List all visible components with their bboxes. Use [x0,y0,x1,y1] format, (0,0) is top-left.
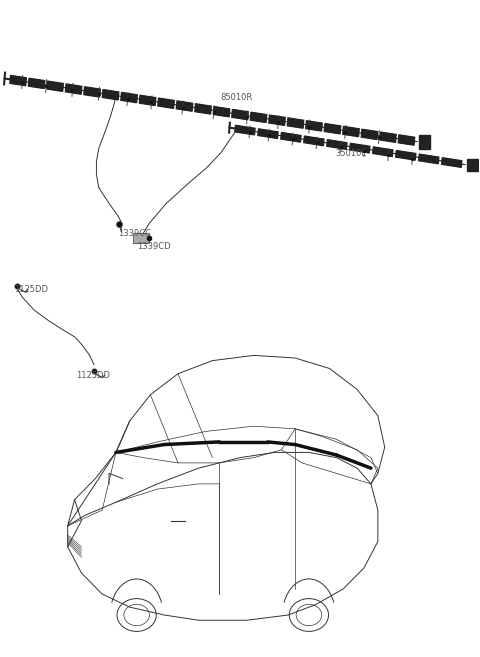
Polygon shape [251,112,267,122]
Text: 1125DD: 1125DD [14,284,48,294]
Polygon shape [327,140,347,149]
Polygon shape [158,98,174,108]
Polygon shape [102,89,119,100]
Polygon shape [324,124,341,134]
Polygon shape [420,135,430,149]
Polygon shape [84,87,100,97]
Polygon shape [65,84,82,94]
FancyBboxPatch shape [133,233,149,243]
Polygon shape [306,121,322,131]
Polygon shape [442,158,462,168]
Polygon shape [213,106,230,117]
Polygon shape [235,125,255,135]
Text: 1339CD: 1339CD [137,242,171,251]
Polygon shape [258,129,278,139]
Text: 1339CC: 1339CC [118,229,151,238]
Polygon shape [396,150,416,160]
Polygon shape [380,132,396,143]
Polygon shape [10,76,26,85]
Polygon shape [304,136,324,146]
Polygon shape [28,78,45,89]
Polygon shape [398,135,415,145]
Polygon shape [232,110,248,120]
Text: 85010R: 85010R [221,93,253,102]
Polygon shape [139,95,156,106]
Polygon shape [281,133,301,142]
Polygon shape [176,101,193,111]
Polygon shape [468,159,478,171]
Text: 1125DD: 1125DD [76,371,110,380]
Polygon shape [350,143,370,153]
Polygon shape [361,129,378,139]
Text: 35010L: 35010L [336,149,367,158]
Polygon shape [288,118,304,128]
Polygon shape [419,154,439,164]
Polygon shape [121,93,137,102]
Polygon shape [373,147,393,156]
Polygon shape [269,115,285,125]
Polygon shape [195,104,211,114]
Polygon shape [47,81,63,91]
Polygon shape [343,126,359,137]
